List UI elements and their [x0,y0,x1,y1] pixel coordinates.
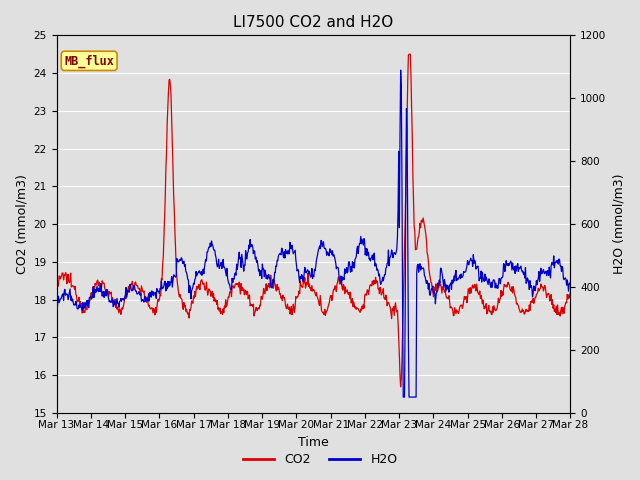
X-axis label: Time: Time [298,436,329,449]
Y-axis label: CO2 (mmol/m3): CO2 (mmol/m3) [15,174,28,274]
Legend: CO2, H2O: CO2, H2O [237,448,403,471]
Y-axis label: H2O (mmol/m3): H2O (mmol/m3) [612,174,625,274]
Text: MB_flux: MB_flux [64,54,114,68]
Title: LI7500 CO2 and H2O: LI7500 CO2 and H2O [234,15,394,30]
